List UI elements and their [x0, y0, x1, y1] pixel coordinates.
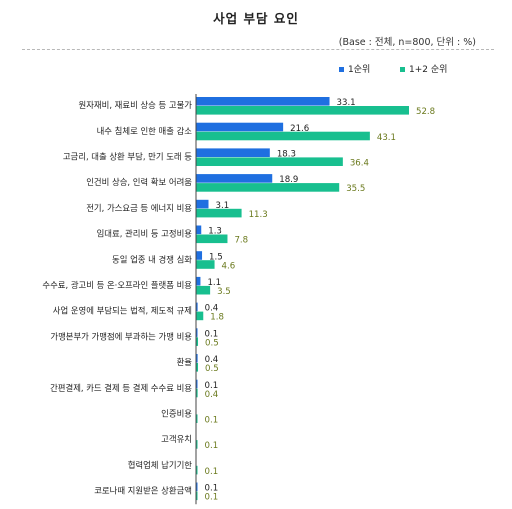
bar-series-1	[196, 148, 270, 157]
bar-series-2	[196, 208, 242, 218]
category-label: 고금리, 대출 상환 부담, 만기 도래 등	[63, 152, 192, 162]
bar-series-1	[196, 199, 209, 209]
bar-series-2	[196, 363, 199, 372]
bar-series-2	[196, 491, 198, 501]
legend-swatch-series-2	[400, 67, 405, 72]
data-label-series-1: 21.6	[290, 124, 309, 134]
bar-series-1	[196, 276, 201, 286]
data-label-series-2: 0.1	[205, 416, 219, 426]
bar-series-1	[196, 225, 202, 235]
bar-series-2	[196, 388, 198, 398]
category-label: 인건비 상승, 인력 확보 어려움	[86, 177, 192, 187]
bar-series-1	[196, 97, 330, 106]
data-label-series-2: 0.5	[205, 338, 219, 348]
bar-series-2	[196, 311, 204, 321]
bar-series-1	[196, 302, 198, 312]
data-label-series-1: 0.4	[205, 304, 219, 314]
data-label-series-2: 7.8	[234, 236, 248, 246]
bar-series-2	[196, 157, 343, 166]
category-label: 내수 침체로 인한 매출 감소	[97, 126, 193, 136]
data-label-series-2: 0.5	[205, 364, 219, 374]
data-label-series-2: 11.3	[249, 210, 268, 220]
category-label: 사업 운영에 부담되는 법적, 제도적 규제	[53, 306, 192, 316]
data-label-series-1: 18.3	[277, 150, 296, 160]
data-label-series-2: 43.1	[377, 133, 396, 143]
bar-series-1	[196, 354, 198, 363]
data-label-series-2: 3.5	[217, 287, 231, 297]
category-label: 가맹본부가 가맹점에 부과하는 가맹 비용	[50, 331, 192, 341]
category-label: 전기, 가스요금 등 에너지 비용	[86, 203, 192, 213]
data-label-series-1: 1.5	[209, 252, 223, 262]
legend-label-series-1: 1순위	[348, 64, 370, 75]
bar-series-2	[196, 106, 409, 115]
data-label-series-2: 52.8	[416, 107, 435, 117]
data-label-series-2: 35.5	[346, 184, 365, 194]
title-divider	[22, 49, 494, 50]
bar-series-1	[196, 328, 198, 337]
data-label-series-1: 0.1	[205, 484, 219, 494]
bar-series-1	[196, 174, 273, 183]
data-label-series-1: 1.1	[207, 278, 221, 288]
data-label-series-2: 0.1	[205, 467, 219, 477]
bar-series-2	[196, 285, 211, 295]
data-label-series-1: 3.1	[216, 201, 230, 211]
legend-label-series-2: 1+2 순위	[409, 64, 447, 75]
category-label: 동일 업종 내 경쟁 심화	[112, 254, 192, 264]
bar-series-2	[196, 131, 370, 141]
category-label: 인증비용	[161, 409, 192, 419]
data-label-series-2: 1.8	[210, 313, 224, 323]
data-label-series-2: 36.4	[350, 159, 369, 169]
data-label-series-1: 33.1	[337, 98, 356, 108]
data-label-series-1: 0.1	[205, 329, 219, 339]
chart-subtitle: (Base : 전체, n=800, 단위 : %)	[338, 37, 476, 48]
data-label-series-1: 18.9	[279, 175, 298, 185]
bar-series-1	[196, 251, 203, 260]
bar-series-2	[196, 337, 199, 346]
bar-series-2	[196, 183, 340, 192]
bar-series-2	[196, 260, 215, 269]
data-label-series-1: 1.3	[208, 227, 222, 237]
category-label: 원자재비, 재료비 상승 등 고물가	[79, 100, 193, 110]
bar-series-2	[196, 234, 228, 244]
bar-series-2	[196, 414, 198, 423]
data-label-series-2: 0.4	[205, 390, 219, 400]
chart-title: 사업 부담 요인	[213, 11, 299, 26]
data-label-series-1: 0.4	[205, 355, 219, 365]
bar-series-2	[196, 440, 198, 449]
data-label-series-2: 4.6	[222, 261, 236, 271]
category-label: 임대료, 관리비 등 고정비용	[97, 229, 193, 239]
category-label: 간편결제, 카드 결제 등 결제 수수료 비용	[50, 383, 192, 393]
bar-series-1	[196, 122, 284, 132]
data-label-series-2: 0.1	[205, 441, 219, 451]
category-label: 환율	[177, 357, 193, 367]
category-label: 협력업체 납기기한	[128, 460, 193, 470]
data-label-series-1: 0.1	[205, 381, 219, 391]
category-label: 코로나때 지원받은 상환금액	[94, 486, 192, 496]
bar-series-2	[196, 465, 198, 475]
bar-series-1	[196, 379, 198, 389]
bar-series-1	[196, 482, 198, 492]
legend-swatch-series-1	[339, 67, 344, 72]
category-label: 고객유치	[161, 434, 192, 444]
category-label: 수수료, 광고비 등 온‧오프라인 플랫폼 비용	[42, 280, 192, 290]
data-label-series-2: 0.1	[205, 493, 219, 503]
